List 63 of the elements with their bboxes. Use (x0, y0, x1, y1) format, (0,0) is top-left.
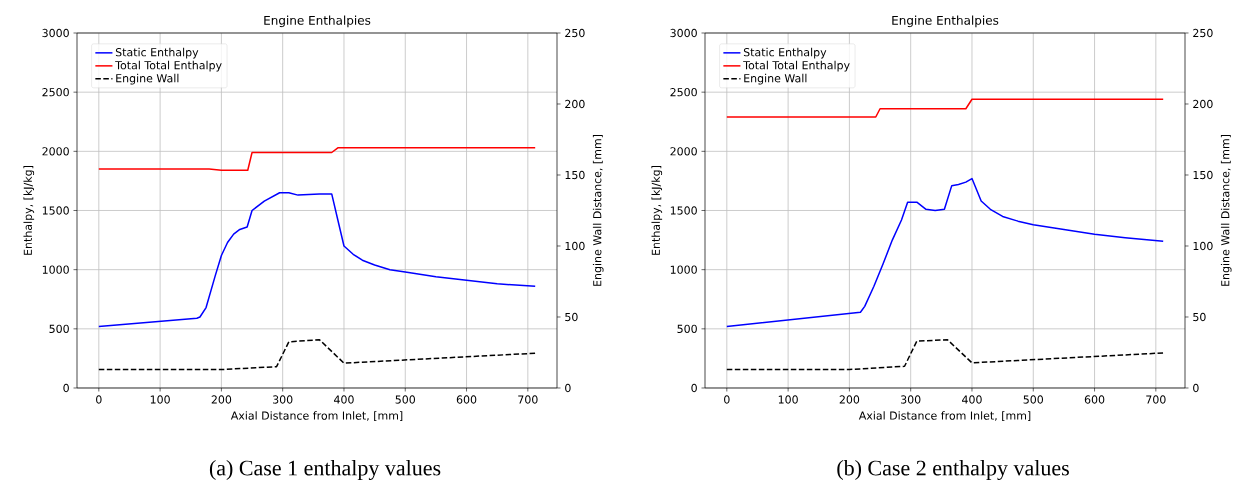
x-axis-title: Axial Distance from Inlet, [mm] (230, 411, 403, 422)
y-tick-label: 1000 (42, 265, 69, 274)
y2-axis-title: Engine Wall Distance, [mm] (1220, 135, 1232, 286)
x-tick-label: 600 (456, 395, 477, 404)
y2-tick-label: 0 (1193, 383, 1199, 393)
line-series (726, 177, 1164, 328)
x-tick-label: 0 (96, 395, 102, 404)
line-series (726, 338, 1164, 371)
legend-label: Total Total Enthalpy (743, 60, 850, 72)
y2-tick-label: 50 (1193, 312, 1206, 322)
legend-label: Static Enthalpy (115, 47, 199, 59)
y2-tick-label: 200 (565, 99, 585, 109)
y2-tick-label: 250 (565, 28, 585, 38)
y-tick-label: 500 (677, 324, 697, 333)
y2-axis-title: Engine Wall Distance, [mm] (592, 135, 604, 286)
y-tick-label: 1000 (670, 265, 697, 274)
text: (b) Case 2 enthalpy values (837, 460, 1069, 481)
x-tick-label: 600 (1084, 395, 1105, 404)
y-tick-label: 3000 (42, 28, 69, 38)
x-tick-label: 400 (334, 395, 354, 404)
y2-tick-label: 50 (565, 312, 578, 322)
legend-label: Total Total Enthalpy (115, 60, 222, 72)
x-tick-label: 200 (839, 395, 860, 404)
x-tick-label: 500 (1023, 395, 1044, 404)
x-tick-label: 100 (778, 395, 798, 404)
y2-tick-label: 150 (1193, 170, 1213, 180)
y-tick-label: 500 (49, 324, 69, 333)
x-tick-label: 500 (395, 395, 416, 404)
legend-label: Engine Wall (744, 73, 807, 85)
text: (a) Case 1 enthalpy values (209, 460, 441, 481)
x-tick-label: 300 (901, 395, 921, 404)
y2-tick-label: 100 (1193, 241, 1213, 251)
y-tick-label: 1500 (42, 206, 69, 215)
chart-title: Engine Enthalpies (264, 15, 371, 28)
y-axis-title: Enthalpy, [kJ/kg] (23, 166, 35, 255)
x-tick-label: 400 (962, 395, 982, 404)
x-tick-label: 700 (1146, 395, 1166, 404)
y2-tick-label: 150 (565, 170, 585, 180)
y-axis-title: Enthalpy, [kJ/kg] (651, 166, 663, 255)
legend-label: Engine Wall (116, 73, 179, 85)
y-tick-label: 3000 (670, 28, 697, 38)
x-tick-label: 300 (273, 395, 293, 404)
chart-title: Engine Enthalpies (892, 15, 999, 28)
y-tick-label: 0 (63, 383, 69, 393)
y-tick-label: 2500 (670, 88, 697, 97)
legend-label: Static Enthalpy (743, 47, 827, 59)
y-tick-label: 0 (691, 383, 697, 393)
y2-tick-label: 0 (565, 383, 571, 393)
y2-tick-label: 100 (565, 241, 585, 251)
y-tick-label: 2000 (42, 147, 69, 156)
x-tick-label: 700 (518, 395, 538, 404)
y-tick-label: 2000 (670, 147, 697, 156)
line-series (98, 147, 536, 172)
x-tick-label: 0 (724, 395, 730, 404)
y-tick-label: 2500 (42, 88, 69, 97)
y2-tick-label: 250 (1193, 28, 1213, 38)
x-tick-label: 100 (150, 395, 170, 404)
line-series (98, 338, 536, 371)
x-tick-label: 200 (211, 395, 232, 404)
line-series (98, 192, 536, 328)
x-axis-title: Axial Distance from Inlet, [mm] (858, 411, 1031, 422)
y2-tick-label: 200 (1193, 99, 1213, 109)
y-tick-label: 1500 (670, 206, 697, 215)
